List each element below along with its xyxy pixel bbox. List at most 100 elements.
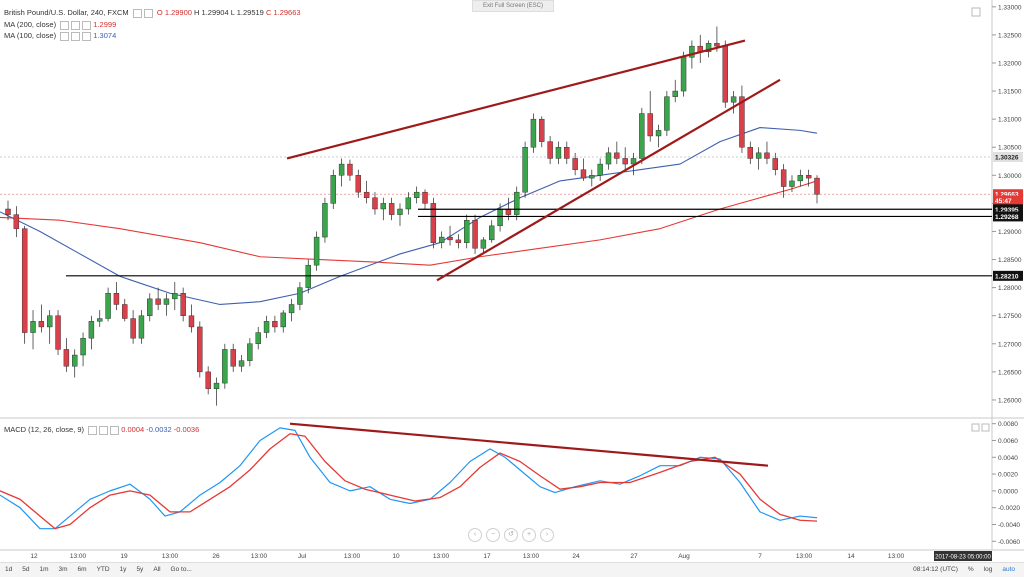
candle-body	[422, 191, 428, 204]
exit-fullscreen-button[interactable]: Exit Full Screen (ESC)	[472, 0, 554, 12]
zoom-out-icon[interactable]: −	[486, 528, 500, 542]
candle-body	[147, 298, 153, 316]
legend-eye-icon[interactable]	[143, 8, 153, 18]
candle-body	[46, 315, 53, 328]
time-tick-label: 13:00	[888, 553, 905, 560]
symbol-legend: British Pound/U.S. Dollar, 240, FXCM O 1…	[4, 8, 301, 18]
candle-body	[464, 220, 470, 243]
log-scale-toggle[interactable]: log	[983, 566, 993, 573]
candle-body	[363, 191, 370, 198]
price-tick-label: 1.28000	[998, 285, 1022, 292]
macd-eye-icon[interactable]	[88, 425, 98, 435]
price-badge: 45:47	[995, 198, 1012, 205]
candle-body	[205, 371, 211, 389]
candle-body	[180, 293, 186, 316]
price-tick-label: 1.27500	[998, 313, 1022, 320]
candle-body	[113, 293, 120, 305]
macd-close-pane-icon	[981, 423, 990, 432]
ma100-close-icon[interactable]	[82, 31, 92, 41]
candle-body	[230, 349, 236, 367]
candle-body	[163, 298, 170, 305]
time-tick-label: 17	[483, 553, 491, 560]
timeframe-6m[interactable]: 6m	[77, 566, 87, 573]
scroll-left-icon[interactable]: ‹	[468, 528, 482, 542]
chart-canvas[interactable]: 1.33000 1.32500 1.32000 1.31500 1.31000 1.305…	[0, 0, 1024, 562]
time-tick-label: 26	[212, 553, 220, 560]
candle-body	[355, 175, 361, 193]
candle-body	[547, 141, 553, 159]
candle-body	[155, 298, 161, 305]
candle-body	[97, 318, 103, 322]
timeframe-1m[interactable]: 1m	[39, 566, 49, 573]
legend-settings-icon[interactable]	[132, 8, 142, 18]
candle-body	[805, 175, 812, 179]
chart-scroll-controls: ‹ − ↺ + ›	[468, 528, 558, 542]
macd-settings-icon[interactable]	[99, 425, 109, 435]
bottom-toolbar: 1d 5d 1m 3m 6m YTD 1y 5y All Go to... 08:14:12 (U…	[0, 562, 1024, 577]
candle-body	[80, 337, 86, 356]
time-tick-label: 10	[392, 553, 400, 560]
price-tick-label: 1.31000	[998, 117, 1022, 124]
ma200-close-icon[interactable]	[82, 20, 92, 30]
price-badge: 1.29395	[995, 207, 1019, 214]
candle-body	[680, 57, 687, 92]
price-badge-bg	[993, 211, 1023, 222]
candle-body	[747, 147, 753, 159]
timeframe-1d[interactable]: 1d	[5, 566, 13, 573]
price-badge-bg	[993, 270, 1023, 281]
macd-value-1: 0.0004	[121, 425, 145, 434]
price-tick-label: 1.26500	[998, 369, 1022, 376]
zoom-in-icon[interactable]: +	[522, 528, 536, 542]
candle-body	[447, 236, 453, 241]
macd-tick-label: 0.0040	[998, 455, 1018, 462]
timeframe-5d[interactable]: 5d	[22, 566, 30, 573]
ma200-settings-icon[interactable]	[71, 20, 81, 30]
time-tick-label: Jul	[298, 553, 307, 560]
candle-body	[297, 287, 303, 305]
price-badge: 1.29663	[995, 192, 1019, 199]
candle-body	[497, 208, 503, 227]
macd-close-icon[interactable]	[110, 425, 120, 435]
candle-body	[30, 321, 36, 333]
timeframe-ytd[interactable]: YTD	[96, 566, 110, 573]
candle-body	[739, 96, 745, 148]
timeframe-5y[interactable]: 5y	[136, 566, 144, 573]
candle-body	[388, 203, 395, 215]
ohlc-low: L 1.29519	[230, 8, 264, 17]
ma200-legend: MA (200, close) 1.2999	[4, 20, 116, 30]
candle-body	[755, 152, 762, 159]
macd-tick-label: -0.0020	[998, 505, 1020, 512]
candle-body	[555, 147, 562, 159]
macd-tick-label: 0.0080	[998, 421, 1018, 428]
price-tick-label: 1.28500	[998, 257, 1022, 264]
candle-body	[72, 354, 78, 367]
reset-icon[interactable]: ↺	[504, 528, 518, 542]
ma100-settings-icon[interactable]	[71, 31, 81, 41]
ma100-eye-icon[interactable]	[60, 31, 70, 41]
candle-body	[330, 175, 336, 204]
price-tick-label: 1.27000	[998, 341, 1022, 348]
timeframe-1y[interactable]: 1y	[119, 566, 127, 573]
timeframe-3m[interactable]: 3m	[58, 566, 68, 573]
time-tick-label: 27	[630, 553, 638, 560]
candle-body	[514, 191, 520, 215]
percent-scale-toggle[interactable]: %	[967, 566, 974, 573]
candle-body	[472, 220, 478, 249]
scroll-right-icon[interactable]: ›	[540, 528, 554, 542]
timeframe-all[interactable]: All	[153, 566, 161, 573]
candle-body	[122, 304, 128, 319]
goto-date-button[interactable]: Go to...	[170, 566, 192, 573]
macd-maximize-icon	[971, 423, 980, 432]
candle-body	[655, 130, 662, 137]
candle-body	[597, 163, 603, 176]
candle-body	[814, 177, 820, 195]
ma200-eye-icon[interactable]	[60, 20, 70, 30]
candle-body	[130, 318, 136, 339]
utc-clock[interactable]: 08:14:12 (UTC)	[913, 566, 958, 573]
price-badge-bg	[993, 189, 1023, 200]
macd-legend: MACD (12, 26, close, 9) 0.0004 -0.0032 -…	[4, 425, 199, 435]
candle-body	[138, 315, 145, 339]
candle-body	[88, 321, 95, 339]
auto-scale-toggle[interactable]: auto	[1002, 566, 1015, 573]
candle-body	[272, 321, 278, 328]
